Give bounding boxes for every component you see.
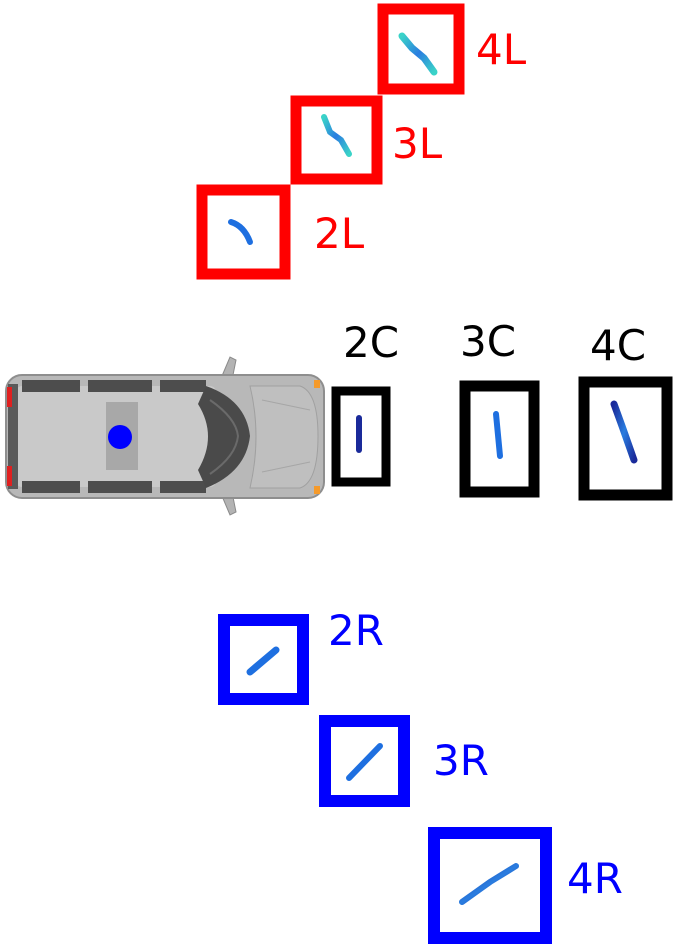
center-view-group: 2C 3C 4C <box>331 317 673 501</box>
track-3r <box>346 743 383 781</box>
label-3c: 3C <box>460 317 516 366</box>
indicator-light <box>314 380 320 388</box>
label-4r: 4R <box>567 854 623 903</box>
track-2l <box>228 219 253 245</box>
view-box-4c <box>578 376 673 501</box>
label-2c: 2C <box>343 318 399 367</box>
right-view-group: 2R 3R 4R <box>218 606 623 944</box>
van-top-view-icon <box>5 356 325 516</box>
track-3l <box>321 114 352 157</box>
track-4l <box>398 32 438 76</box>
left-view-group: 2L 3L 4L <box>196 3 527 280</box>
sensor-marker <box>108 425 132 449</box>
track-2r <box>246 646 280 676</box>
tail-light <box>7 466 12 486</box>
view-box-4r <box>428 827 552 944</box>
windshield <box>198 386 250 488</box>
view-box-3r <box>319 715 410 807</box>
view-box-4l <box>377 3 465 95</box>
view-box-2l <box>196 184 291 280</box>
label-3l: 3L <box>392 119 443 168</box>
track-3c <box>493 411 503 459</box>
track-4r <box>459 863 519 905</box>
vehicle <box>5 356 325 516</box>
view-box-3c <box>459 380 540 498</box>
track-4c <box>610 400 638 464</box>
label-3r: 3R <box>433 736 489 785</box>
view-box-2c <box>331 386 391 487</box>
indicator-light <box>314 486 320 494</box>
view-box-2r <box>218 614 309 705</box>
label-4c: 4C <box>590 321 646 370</box>
tail-light <box>7 387 12 407</box>
view-box-3l <box>290 95 383 185</box>
label-2l: 2L <box>314 209 365 258</box>
label-2r: 2R <box>328 606 384 655</box>
label-4l: 4L <box>476 25 527 74</box>
